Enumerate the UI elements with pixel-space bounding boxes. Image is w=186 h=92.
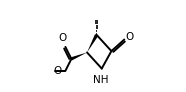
- Text: O: O: [126, 32, 134, 42]
- Polygon shape: [87, 34, 98, 52]
- Text: O: O: [53, 66, 61, 76]
- Polygon shape: [71, 52, 87, 60]
- Text: NH: NH: [93, 75, 108, 85]
- Text: O: O: [58, 33, 66, 43]
